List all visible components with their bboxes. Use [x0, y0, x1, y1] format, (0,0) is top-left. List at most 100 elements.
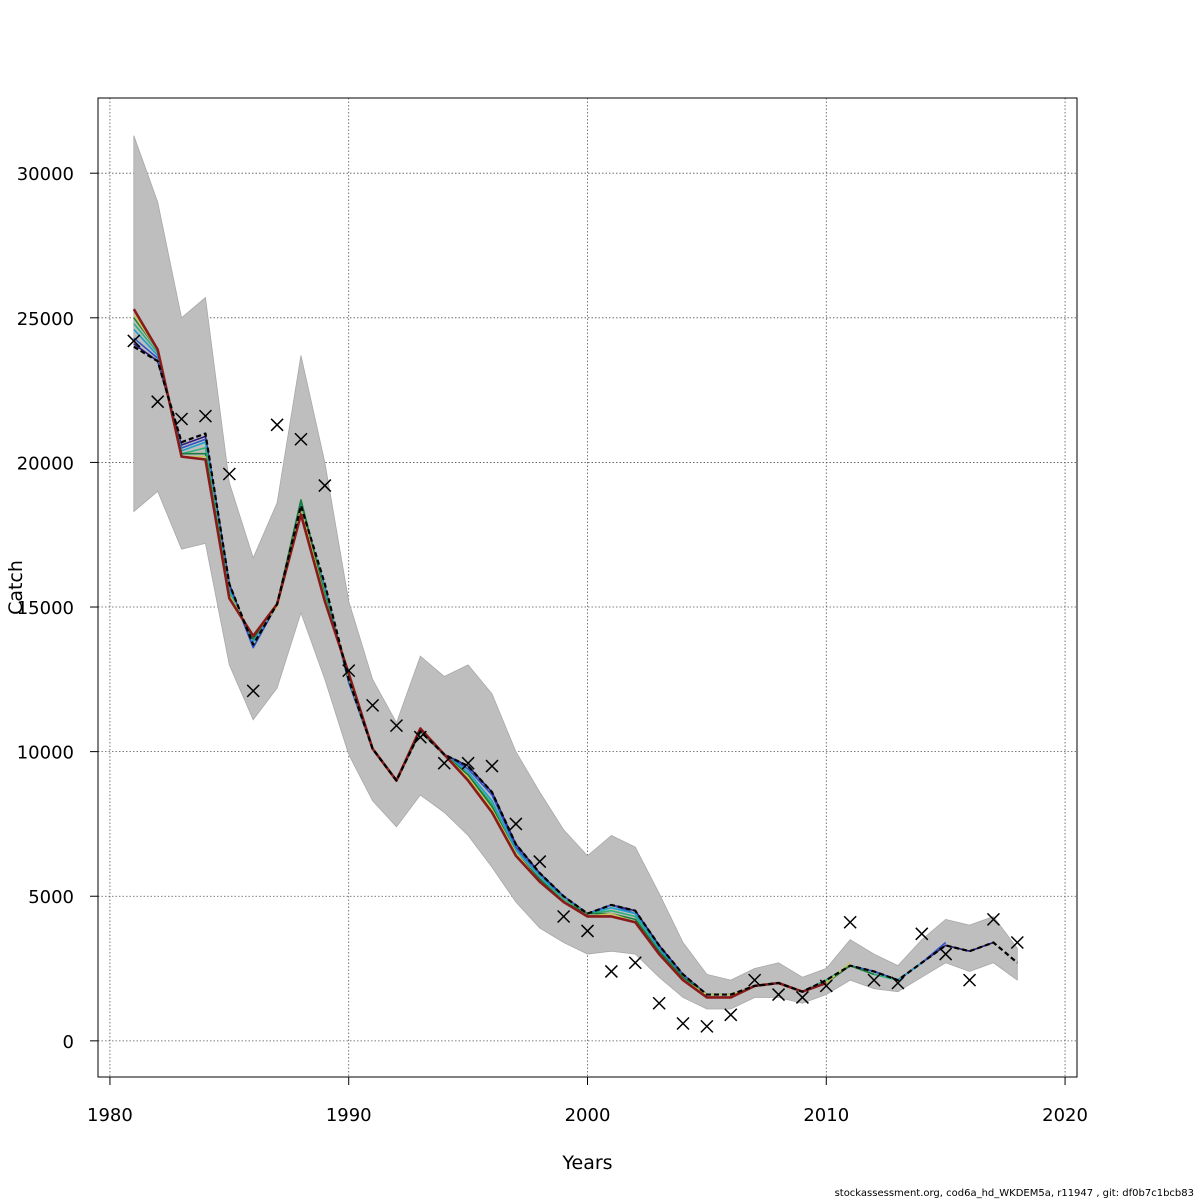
observation-point — [151, 395, 165, 409]
observation-point — [604, 964, 618, 978]
observation-point — [246, 684, 260, 698]
observation-point — [628, 956, 642, 970]
observation-stroke — [151, 395, 165, 409]
observation-stroke — [294, 432, 308, 446]
observation-point — [867, 973, 881, 987]
observation-point — [270, 418, 284, 432]
observation-point — [652, 996, 666, 1010]
confidence-band-area — [133, 135, 1018, 1010]
observation-point — [342, 664, 356, 678]
observation-point — [963, 973, 977, 987]
y-tick-label: 0 — [63, 1032, 74, 1053]
x-tick-label: 2000 — [565, 1105, 611, 1126]
observation-stroke — [485, 759, 499, 773]
x-tick-label: 1980 — [87, 1105, 133, 1126]
observations — [127, 334, 1024, 1033]
observation-stroke — [771, 988, 786, 1002]
observation-point — [366, 698, 380, 712]
y-tick-label: 5000 — [28, 887, 74, 908]
observation-point — [461, 756, 475, 770]
observation-stroke — [318, 479, 332, 493]
observation-point — [986, 912, 1000, 926]
observation-point — [795, 990, 809, 1004]
observation-stroke — [652, 996, 666, 1010]
observation-stroke — [628, 956, 642, 970]
observation-point — [915, 927, 929, 941]
x-tick-label: 2010 — [803, 1105, 849, 1126]
observation-point — [509, 817, 523, 831]
observation-point — [891, 976, 905, 990]
observation-stroke — [604, 964, 618, 978]
x-axis-title: Years — [561, 1152, 612, 1174]
observation-stroke — [724, 1008, 738, 1022]
observation-stroke — [557, 909, 571, 924]
estimated-catch-line — [133, 345, 1019, 996]
observation-point — [127, 334, 141, 348]
observation-stroke — [963, 973, 977, 987]
observation-stroke — [366, 698, 380, 712]
observation-point — [724, 1008, 738, 1022]
observation-point — [771, 988, 786, 1002]
observation-stroke — [1010, 935, 1024, 950]
observation-stroke — [748, 973, 762, 987]
observation-stroke — [915, 927, 929, 941]
observation-point — [437, 756, 451, 770]
footer-credit: stockassessment.org, cod6a_hd_WKDEM5a, r… — [835, 1188, 1194, 1199]
x-tick-label: 1990 — [326, 1105, 372, 1126]
observation-stroke — [843, 915, 857, 929]
observation-point — [748, 973, 762, 987]
y-tick-label: 20000 — [17, 453, 74, 474]
observation-point — [413, 730, 427, 744]
observation-stroke — [986, 912, 1000, 926]
observation-stroke — [461, 756, 475, 770]
observation-stroke — [819, 979, 833, 993]
observation-point — [222, 467, 236, 481]
estimated-catch — [133, 345, 1019, 996]
observation-stroke — [198, 409, 212, 423]
observation-stroke — [867, 973, 881, 987]
observation-stroke — [795, 990, 809, 1004]
observation-point — [557, 909, 571, 924]
observation-point — [700, 1019, 714, 1033]
y-tick-label: 15000 — [17, 598, 74, 619]
series-line-7 — [132, 308, 827, 999]
observation-point — [939, 947, 953, 961]
observation-stroke — [389, 719, 404, 733]
observation-point — [843, 915, 857, 929]
y-tick-label: 25000 — [17, 309, 74, 330]
y-tick-label: 30000 — [17, 164, 74, 185]
observation-point — [676, 1016, 690, 1031]
observation-point — [485, 759, 499, 773]
observation-point — [294, 432, 308, 446]
observation-point — [533, 855, 547, 869]
x-tick-label: 2020 — [1042, 1105, 1088, 1126]
observation-stroke — [342, 664, 356, 678]
x-axis: 1980 1990 2000 2010 2020 — [87, 1076, 1088, 1126]
observation-stroke — [509, 817, 523, 831]
observation-point — [580, 924, 595, 938]
y-axis: 0 5000 10000 15000 20000 25000 30000 — [17, 164, 99, 1053]
observation-point — [819, 979, 833, 993]
observation-stroke — [270, 418, 284, 432]
observation-stroke — [676, 1016, 690, 1031]
y-tick-label: 10000 — [17, 743, 74, 764]
observation-stroke — [700, 1019, 714, 1033]
observation-stroke — [175, 412, 189, 426]
observation-stroke — [127, 334, 141, 348]
observation-stroke — [891, 976, 905, 990]
observation-stroke — [246, 684, 260, 698]
observation-stroke — [437, 756, 451, 770]
observation-point — [1010, 935, 1024, 950]
observation-stroke — [413, 730, 427, 744]
observation-point — [175, 412, 189, 426]
observation-stroke — [222, 467, 236, 481]
observation-stroke — [939, 947, 953, 961]
observation-point — [389, 719, 404, 733]
observation-stroke — [580, 924, 595, 938]
y-axis-title: Catch — [5, 560, 27, 615]
observation-stroke — [533, 855, 547, 869]
observation-point — [198, 409, 212, 423]
observation-point — [318, 479, 332, 493]
confidence-band — [133, 135, 1018, 1010]
